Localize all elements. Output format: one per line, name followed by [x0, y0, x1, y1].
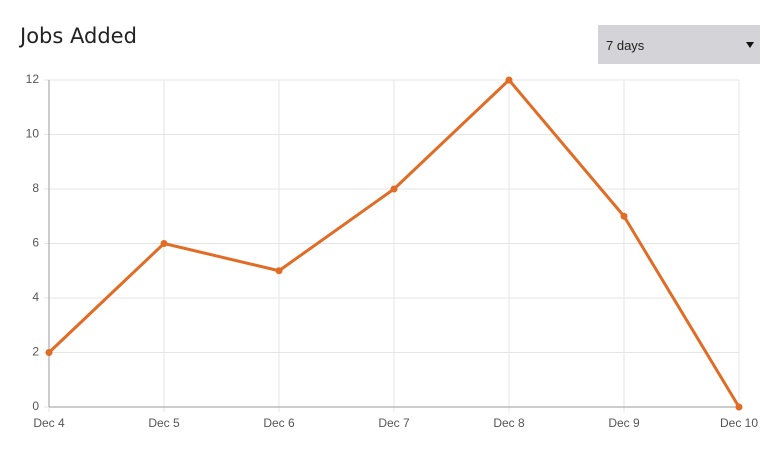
y-tick-label: 2	[32, 345, 39, 359]
x-tick-label: Dec 7	[378, 416, 410, 430]
x-tick-label: Dec 9	[608, 416, 640, 430]
point	[275, 267, 283, 275]
point	[45, 349, 53, 356]
point	[620, 212, 628, 220]
y-tick-label: 6	[32, 236, 39, 250]
point	[160, 240, 168, 247]
point	[505, 76, 513, 84]
y-tick-label: 4	[32, 290, 39, 304]
y-tick-label: 0	[32, 399, 39, 413]
y-tick-label: 12	[26, 72, 40, 86]
point	[735, 403, 743, 411]
dropdown-arrow	[746, 42, 754, 48]
range-select-value: 7 days	[606, 38, 645, 53]
y-tick-label: 10	[26, 127, 40, 141]
x-tick-label: Dec 8	[493, 416, 525, 430]
point	[390, 185, 398, 193]
x-tick-label: Dec 4	[33, 416, 65, 430]
range-select[interactable]: 7 days	[598, 25, 760, 64]
x-tick-label: Dec 10	[720, 416, 758, 430]
chart-title: Jobs Added	[20, 24, 137, 48]
y-tick-label: 8	[32, 181, 39, 195]
x-tick-label: Dec 5	[148, 416, 180, 430]
x-tick-label: Dec 6	[263, 416, 295, 430]
